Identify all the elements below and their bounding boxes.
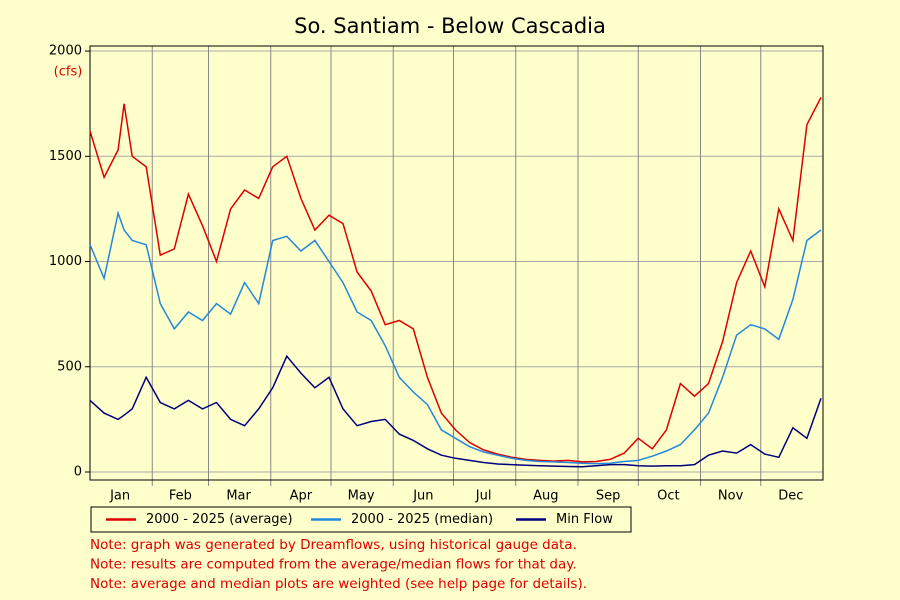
series-line — [89, 354, 822, 468]
x-tick-label: Feb — [169, 489, 192, 504]
y-tick-label: 1500 — [49, 149, 82, 164]
x-tick-label: Dec — [778, 489, 803, 504]
chart-title: So. Santiam - Below Cascadia — [294, 14, 606, 38]
y-tick-label: 2000 — [49, 44, 82, 59]
legend-label: 2000 - 2025 (average) — [146, 512, 293, 527]
y-tick-label: 0 — [74, 465, 82, 480]
x-tick-label: Jul — [475, 489, 492, 504]
legend-label: Min Flow — [556, 512, 613, 527]
series-line — [89, 97, 822, 463]
x-tick-label: Oct — [657, 489, 679, 504]
plot-area — [90, 46, 823, 480]
note: Note: average and median plots are weigh… — [90, 576, 587, 592]
x-tick-label: Jan — [109, 489, 130, 504]
y-unit-label: (cfs) — [54, 65, 83, 80]
legend-label: 2000 - 2025 (median) — [351, 512, 493, 527]
series-line — [89, 210, 822, 465]
x-tick-label: Mar — [226, 489, 251, 504]
y-tick-label: 500 — [57, 359, 82, 374]
note: Note: graph was generated by Dreamflows,… — [90, 537, 577, 553]
y-tick-label: 1000 — [49, 254, 82, 269]
x-tick-label: Nov — [718, 489, 744, 504]
legend-box — [90, 506, 632, 533]
x-tick-label: Jun — [412, 489, 433, 504]
x-tick-label: Sep — [596, 489, 621, 504]
x-tick-label: Apr — [290, 489, 313, 504]
plot-frame — [89, 45, 824, 481]
x-tick-label: Aug — [533, 489, 558, 504]
x-tick-label: May — [348, 489, 375, 504]
note: Note: results are computed from the aver… — [90, 557, 577, 573]
